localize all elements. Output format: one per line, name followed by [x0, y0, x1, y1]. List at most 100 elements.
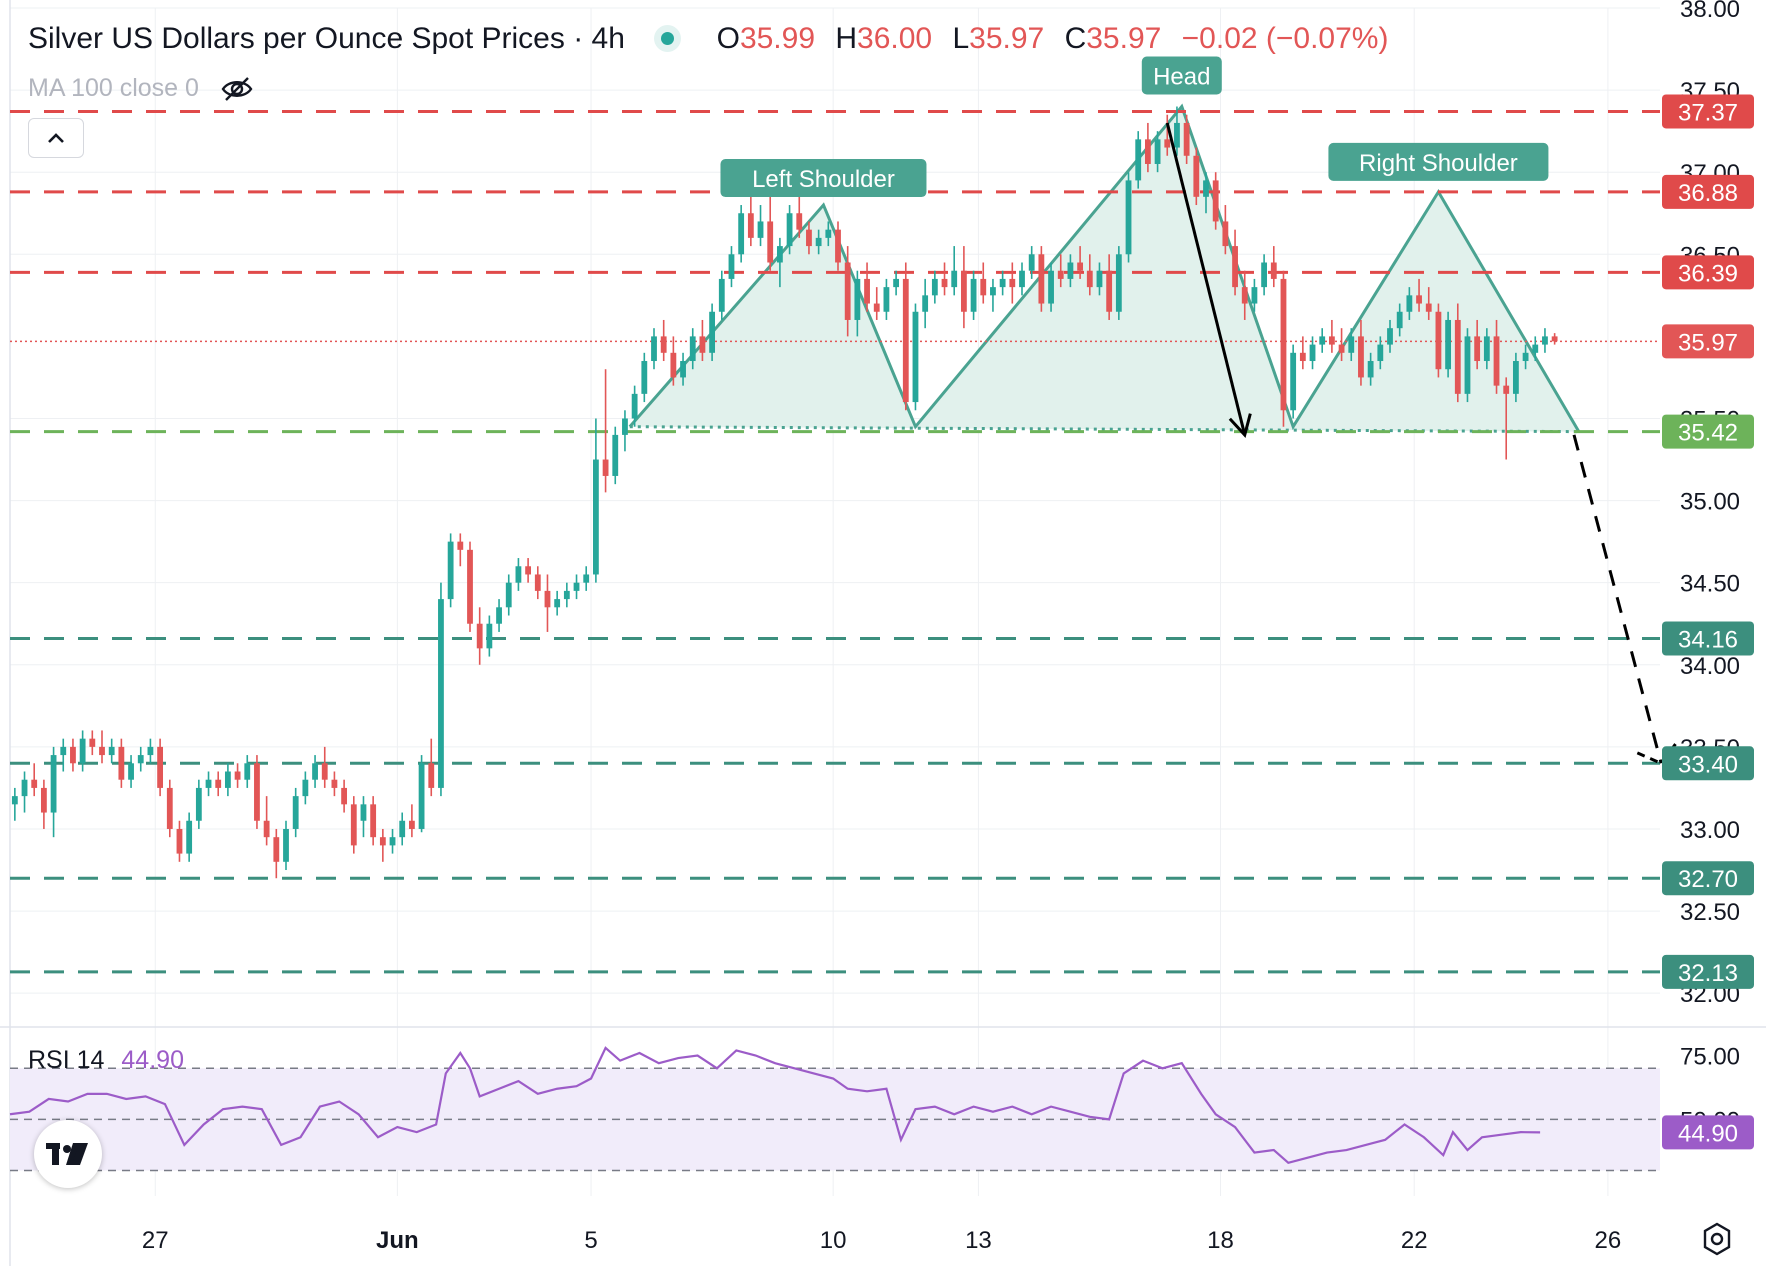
candle-body — [166, 787, 173, 829]
candle-body — [1290, 352, 1297, 411]
time-tick-label: Jun — [376, 1227, 419, 1254]
candle-body — [31, 779, 38, 788]
candle-body — [583, 574, 590, 583]
candle-body — [709, 311, 716, 353]
candle-body — [1425, 303, 1432, 312]
candle-body — [128, 763, 134, 780]
candle-body — [1019, 270, 1025, 288]
candle-body — [631, 393, 638, 419]
candle-body — [718, 278, 725, 312]
candle-body — [205, 779, 212, 788]
tv-logo-icon — [46, 1143, 88, 1165]
eye-hidden-icon[interactable] — [220, 76, 254, 102]
candle-body — [1154, 139, 1161, 164]
candle-body — [50, 755, 57, 813]
candle-body — [1299, 352, 1306, 362]
level-price-label: 32.13 — [1678, 960, 1738, 987]
candle-body — [360, 804, 367, 821]
rsi-value-label: 44.90 — [1678, 1120, 1738, 1147]
candle-body — [990, 287, 996, 296]
ohlc-open-value: 35.99 — [739, 22, 816, 55]
candle-body — [496, 607, 502, 624]
candlestick-series — [11, 106, 1558, 879]
candle-body — [389, 837, 396, 846]
settings-button[interactable] — [1700, 1222, 1734, 1261]
rsi-tick-label: 75.00 — [1680, 1044, 1740, 1071]
candle-body — [457, 541, 464, 550]
candle-body — [157, 746, 164, 788]
candle-body — [1028, 254, 1035, 271]
rsi-pane — [9, 1046, 1660, 1172]
candle-body — [999, 278, 1006, 288]
candle-body — [980, 278, 987, 296]
candle-body — [651, 336, 657, 362]
candle-body — [79, 738, 86, 764]
ohlc-open-key: O — [716, 22, 740, 55]
candle-body — [1367, 361, 1374, 378]
level-price-label: 37.37 — [1678, 99, 1738, 126]
current-price-label: 35.97 — [1678, 329, 1738, 356]
candle-body — [1193, 155, 1200, 197]
candle-body — [447, 541, 454, 600]
candle-body — [292, 796, 299, 829]
candle-body — [1261, 262, 1268, 288]
collapse-legend-button[interactable] — [28, 118, 84, 158]
candle-body — [399, 820, 406, 838]
candle-body — [254, 763, 260, 821]
left-shoulder-label: Left Shoulder — [752, 166, 895, 193]
price-axis[interactable]: 38.0037.5037.0036.5035.5035.0034.5034.00… — [1662, 0, 1754, 1150]
ohlc-close-value: 35.97 — [1086, 22, 1162, 55]
candle-body — [612, 434, 619, 476]
candle-body — [854, 278, 861, 320]
candle-body — [283, 828, 289, 862]
candle-body — [1096, 270, 1103, 288]
candle-body — [40, 787, 47, 813]
ohlc-close-key: C — [1064, 22, 1087, 55]
candle-body — [176, 828, 183, 854]
ma-indicator-legend[interactable]: MA 100 close 0 — [28, 74, 254, 103]
time-axis[interactable]: 27 Jun 5 10 13 18 22 26 — [142, 1227, 1621, 1254]
candle-body — [408, 820, 415, 829]
candle-body — [525, 566, 532, 575]
candle-body — [302, 779, 309, 797]
candle-body — [263, 820, 270, 838]
candle-body — [873, 303, 880, 312]
candle-body — [786, 213, 793, 247]
level-price-tag — [1662, 174, 1754, 209]
time-tick-label: 10 — [820, 1227, 847, 1254]
rsi-line — [9, 1046, 1541, 1165]
level-price-tag — [1662, 414, 1754, 449]
candle-body — [418, 763, 425, 829]
candle-body — [1338, 344, 1345, 353]
level-price-tag — [1662, 621, 1754, 656]
candle-body — [573, 582, 580, 591]
candle-body — [1532, 344, 1539, 353]
time-tick-label: 5 — [584, 1227, 597, 1254]
level-price-tag — [1662, 94, 1754, 129]
level-price-label: 34.16 — [1678, 627, 1738, 654]
rsi-current-value: 44.90 — [121, 1046, 184, 1074]
candle-body — [21, 779, 28, 797]
candle-body — [960, 270, 967, 312]
candle-body — [689, 336, 696, 362]
tradingview-logo[interactable] — [34, 1120, 102, 1188]
candle-body — [1464, 336, 1471, 394]
trend-arrow-head — [1228, 413, 1252, 438]
price-levels — [10, 109, 1660, 974]
head-label-box — [1141, 56, 1222, 95]
candle-body — [1144, 139, 1151, 164]
rsi-legend[interactable]: RSI 14 44.90 — [28, 1046, 184, 1075]
price-tick-label: 38.00 — [1680, 0, 1740, 23]
candle-body — [1057, 270, 1064, 279]
candle-body — [767, 221, 774, 263]
candle-body — [534, 574, 541, 591]
candle-body — [951, 270, 958, 288]
candle-body — [428, 763, 435, 788]
candle-body — [622, 418, 628, 435]
market-status-icon — [661, 31, 675, 45]
candle-body — [1135, 139, 1142, 181]
candle-body — [331, 779, 338, 788]
candle-body — [1406, 295, 1413, 312]
time-tick-label: 27 — [142, 1227, 169, 1254]
